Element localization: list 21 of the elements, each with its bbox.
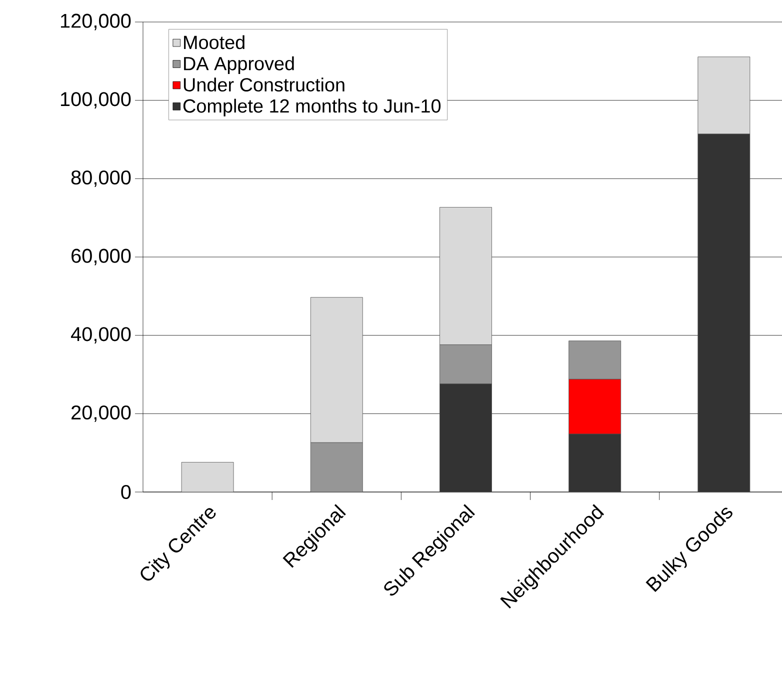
legend-label: Mooted <box>184 35 244 50</box>
y-tick-label: 60,000 <box>72 248 131 266</box>
y-tick-label: 40,000 <box>70 327 131 344</box>
y-tick-label: 80,000 <box>71 170 131 187</box>
bar <box>440 344 492 384</box>
bar <box>568 340 622 380</box>
bar <box>310 442 363 492</box>
bar <box>310 297 363 443</box>
y-tick-label: 0 <box>121 484 131 500</box>
bar <box>568 434 622 492</box>
bar <box>440 384 492 492</box>
bar <box>698 56 750 134</box>
bar <box>698 134 750 492</box>
legend-label: Complete 12 months to Jun-10 <box>183 98 441 116</box>
bar <box>440 207 492 345</box>
bar <box>181 462 234 492</box>
legend-label: DA Approved <box>184 56 294 74</box>
legend-label: Under Construction <box>184 78 344 92</box>
y-tick-label: 120,000 <box>60 14 131 30</box>
y-tick-label: 20,000 <box>72 405 131 422</box>
y-tick-label: 100,000 <box>60 92 131 109</box>
